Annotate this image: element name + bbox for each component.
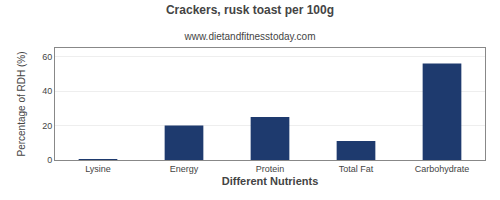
svg-text:Protein: Protein — [256, 164, 285, 174]
svg-text:Crackers, rusk toast per 100g: Crackers, rusk toast per 100g — [166, 3, 334, 17]
svg-text:Total Fat: Total Fat — [339, 164, 374, 174]
svg-text:Percentage of RDH (%): Percentage of RDH (%) — [16, 51, 27, 156]
svg-text:Energy: Energy — [170, 164, 199, 174]
svg-text:www.dietandfitnesstoday.com: www.dietandfitnesstoday.com — [184, 31, 316, 42]
svg-text:Different Nutrients: Different Nutrients — [222, 175, 319, 187]
svg-text:Carbohydrate: Carbohydrate — [415, 164, 470, 174]
svg-text:0: 0 — [47, 155, 52, 165]
svg-text:40: 40 — [42, 86, 52, 96]
svg-text:60: 60 — [42, 52, 52, 62]
svg-text:20: 20 — [42, 121, 52, 131]
svg-text:Lysine: Lysine — [85, 164, 111, 174]
